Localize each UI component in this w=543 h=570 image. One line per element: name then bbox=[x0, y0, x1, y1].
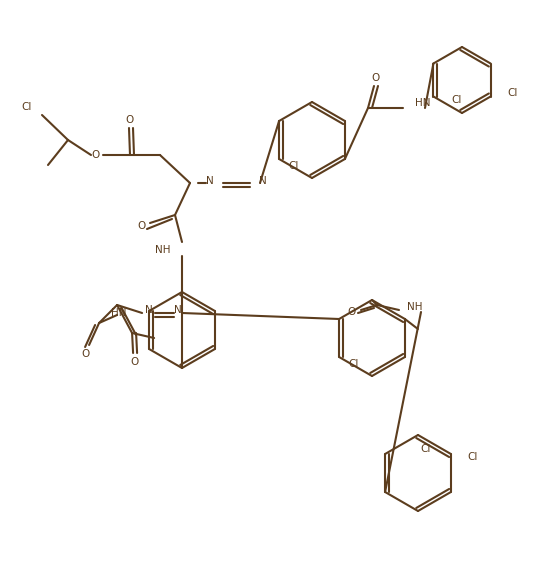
Text: Cl: Cl bbox=[421, 444, 431, 454]
Text: O: O bbox=[130, 357, 138, 367]
Text: O: O bbox=[137, 221, 145, 231]
Text: NH: NH bbox=[155, 245, 170, 255]
Text: HN: HN bbox=[415, 98, 431, 108]
Text: N: N bbox=[259, 176, 267, 186]
Text: HN: HN bbox=[111, 308, 126, 318]
Text: O: O bbox=[372, 73, 380, 83]
Text: O: O bbox=[91, 150, 99, 160]
Text: Cl: Cl bbox=[452, 95, 462, 105]
Text: NH: NH bbox=[407, 302, 422, 312]
Text: Cl: Cl bbox=[468, 452, 478, 462]
Text: O: O bbox=[126, 115, 134, 125]
Text: Cl: Cl bbox=[22, 102, 32, 112]
Text: Cl: Cl bbox=[507, 88, 518, 99]
Text: Cl: Cl bbox=[349, 359, 359, 369]
Text: N: N bbox=[206, 176, 214, 186]
Text: O: O bbox=[81, 349, 89, 359]
Text: O: O bbox=[347, 307, 355, 317]
Text: N: N bbox=[145, 305, 153, 315]
Text: N: N bbox=[174, 305, 182, 315]
Text: Cl: Cl bbox=[289, 161, 299, 171]
